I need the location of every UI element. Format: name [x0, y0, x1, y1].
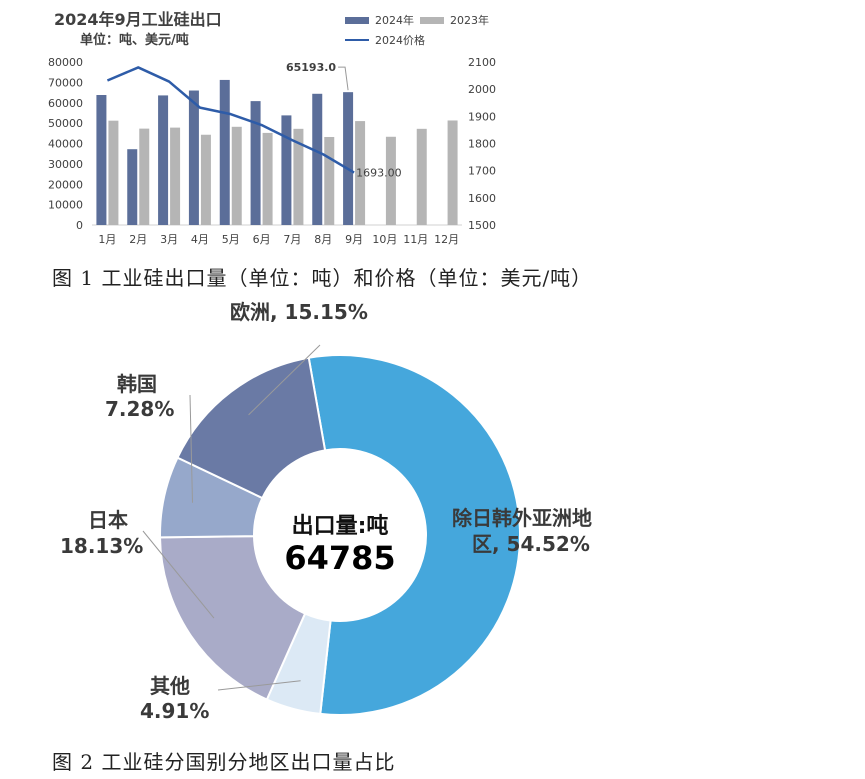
legend-swatch-2024 — [345, 16, 369, 24]
legend-price: 2024价格 — [345, 32, 425, 48]
x-tick-label: 8月 — [314, 233, 332, 246]
slice-label-asia-line1: 除日韩外亚洲地 — [452, 506, 592, 530]
price-line-2024 — [106, 66, 355, 174]
y-left-tick-label: 70000 — [48, 76, 83, 89]
slice-europe — [176, 356, 327, 500]
x-tick-label: 4月 — [191, 233, 209, 246]
bar-2024 — [250, 101, 261, 225]
leader-line — [248, 344, 321, 416]
y-right-tick-label: 2100 — [468, 56, 496, 69]
slice-label-asia-line2: 区, 54.52% — [472, 532, 590, 556]
y-left-tick-label: 30000 — [48, 158, 83, 171]
bar-2024 — [188, 90, 199, 226]
bar-2023 — [139, 128, 150, 225]
bar-2023 — [200, 134, 211, 225]
y-left-tick-label: 0 — [76, 219, 83, 232]
y-left-tick-label: 10000 — [48, 199, 83, 212]
y-right-tick-label: 1700 — [468, 165, 496, 178]
data-label-bar-2024-sep: 65193.0 — [286, 61, 336, 74]
y-left-tick-label: 40000 — [48, 138, 83, 151]
slice-label-japan-pct: 18.13% — [60, 534, 143, 558]
y-right-tick-label: 2000 — [468, 83, 496, 96]
y-right-tick-label: 1500 — [468, 219, 496, 232]
export-bar-line-chart: 0 10000 20000 30000 40000 50000 60000 70000 8000… — [48, 56, 496, 246]
bar-2023 — [231, 126, 242, 225]
slice-japan — [159, 535, 307, 701]
x-tick-label: 10月 — [372, 233, 397, 246]
y-left-tick-label: 20000 — [48, 178, 83, 191]
bar-2024 — [343, 92, 354, 225]
figure1-caption: 图 1 工业硅出口量（单位：吨）和价格（单位：美元/吨） — [52, 266, 593, 290]
x-tick-label: 9月 — [345, 233, 363, 246]
slice-label-other-name: 其他 — [150, 674, 190, 698]
slice-label-europe: 欧洲, 15.15% — [230, 300, 368, 324]
bar-2023 — [108, 120, 119, 225]
bar-2023 — [355, 121, 366, 225]
export-share-donut-chart: 除日韩外亚洲地 区, 54.52% 欧洲, 15.15% 韩国 7.28% 日本… — [60, 300, 592, 723]
bar-2024 — [127, 149, 138, 225]
x-tick-label: 1月 — [98, 233, 116, 246]
bar-2024 — [312, 93, 323, 225]
y-right-tick-label: 1800 — [468, 138, 496, 151]
x-tick-label: 7月 — [283, 233, 301, 246]
x-tick-label: 6月 — [253, 233, 271, 246]
bar-2024 — [219, 79, 230, 226]
bar-2023 — [416, 128, 427, 225]
leader-line — [189, 394, 193, 503]
y-right-tick-label: 1600 — [468, 192, 496, 205]
legend-2024: 2024年 — [345, 12, 414, 28]
bar-2024 — [96, 95, 107, 225]
y-left-tick-label: 80000 — [48, 56, 83, 69]
bar-2023 — [293, 128, 304, 225]
x-tick-label: 3月 — [160, 233, 178, 246]
y-left-tick-label: 50000 — [48, 117, 83, 130]
bar-2023 — [262, 132, 273, 225]
slice-label-korea-pct: 7.28% — [105, 397, 174, 421]
legend-2023: 2023年 — [420, 12, 489, 28]
y-right-tick-label: 1900 — [468, 110, 496, 123]
legend-swatch-2023 — [420, 16, 444, 24]
y-left-tick-label: 60000 — [48, 97, 83, 110]
donut-center-label: 出口量:吨 — [292, 514, 389, 539]
x-tick-label: 11月 — [403, 233, 428, 246]
legend-label-2024: 2024年 — [375, 14, 414, 27]
bar-2023 — [324, 136, 335, 225]
chart1-subtitle: 单位：吨、美元/吨 — [80, 33, 189, 48]
slice-asia-excl-japan-korea — [307, 354, 521, 716]
leader-line — [217, 680, 301, 691]
bar-2024 — [158, 95, 169, 225]
chart1-title: 2024年9月工业硅出口 — [54, 10, 222, 29]
slice-label-other-pct: 4.91% — [140, 699, 209, 723]
legend-label-2023: 2023年 — [450, 14, 489, 27]
slice-label-korea-name: 韩国 — [117, 372, 157, 396]
bar-2023 — [170, 127, 181, 225]
slice-label-japan-name: 日本 — [88, 508, 128, 532]
legend-swatch-price — [345, 39, 369, 41]
data-label-price-2024-sep: 1693.00 — [356, 167, 402, 180]
x-tick-label: 5月 — [222, 233, 240, 246]
donut-center-value: 64785 — [284, 539, 395, 577]
annotation-leader-bar — [338, 66, 349, 91]
x-tick-label: 12月 — [434, 233, 459, 246]
figure2-caption: 图 2 工业硅分国别分地区出口量占比 — [52, 750, 396, 774]
leader-line — [142, 530, 215, 619]
x-tick-label: 2月 — [129, 233, 147, 246]
bar-2023 — [385, 136, 396, 225]
bar-2024 — [281, 115, 292, 225]
bar-2023 — [447, 120, 458, 225]
donut-slices — [159, 354, 521, 716]
legend-label-price: 2024价格 — [375, 34, 425, 47]
